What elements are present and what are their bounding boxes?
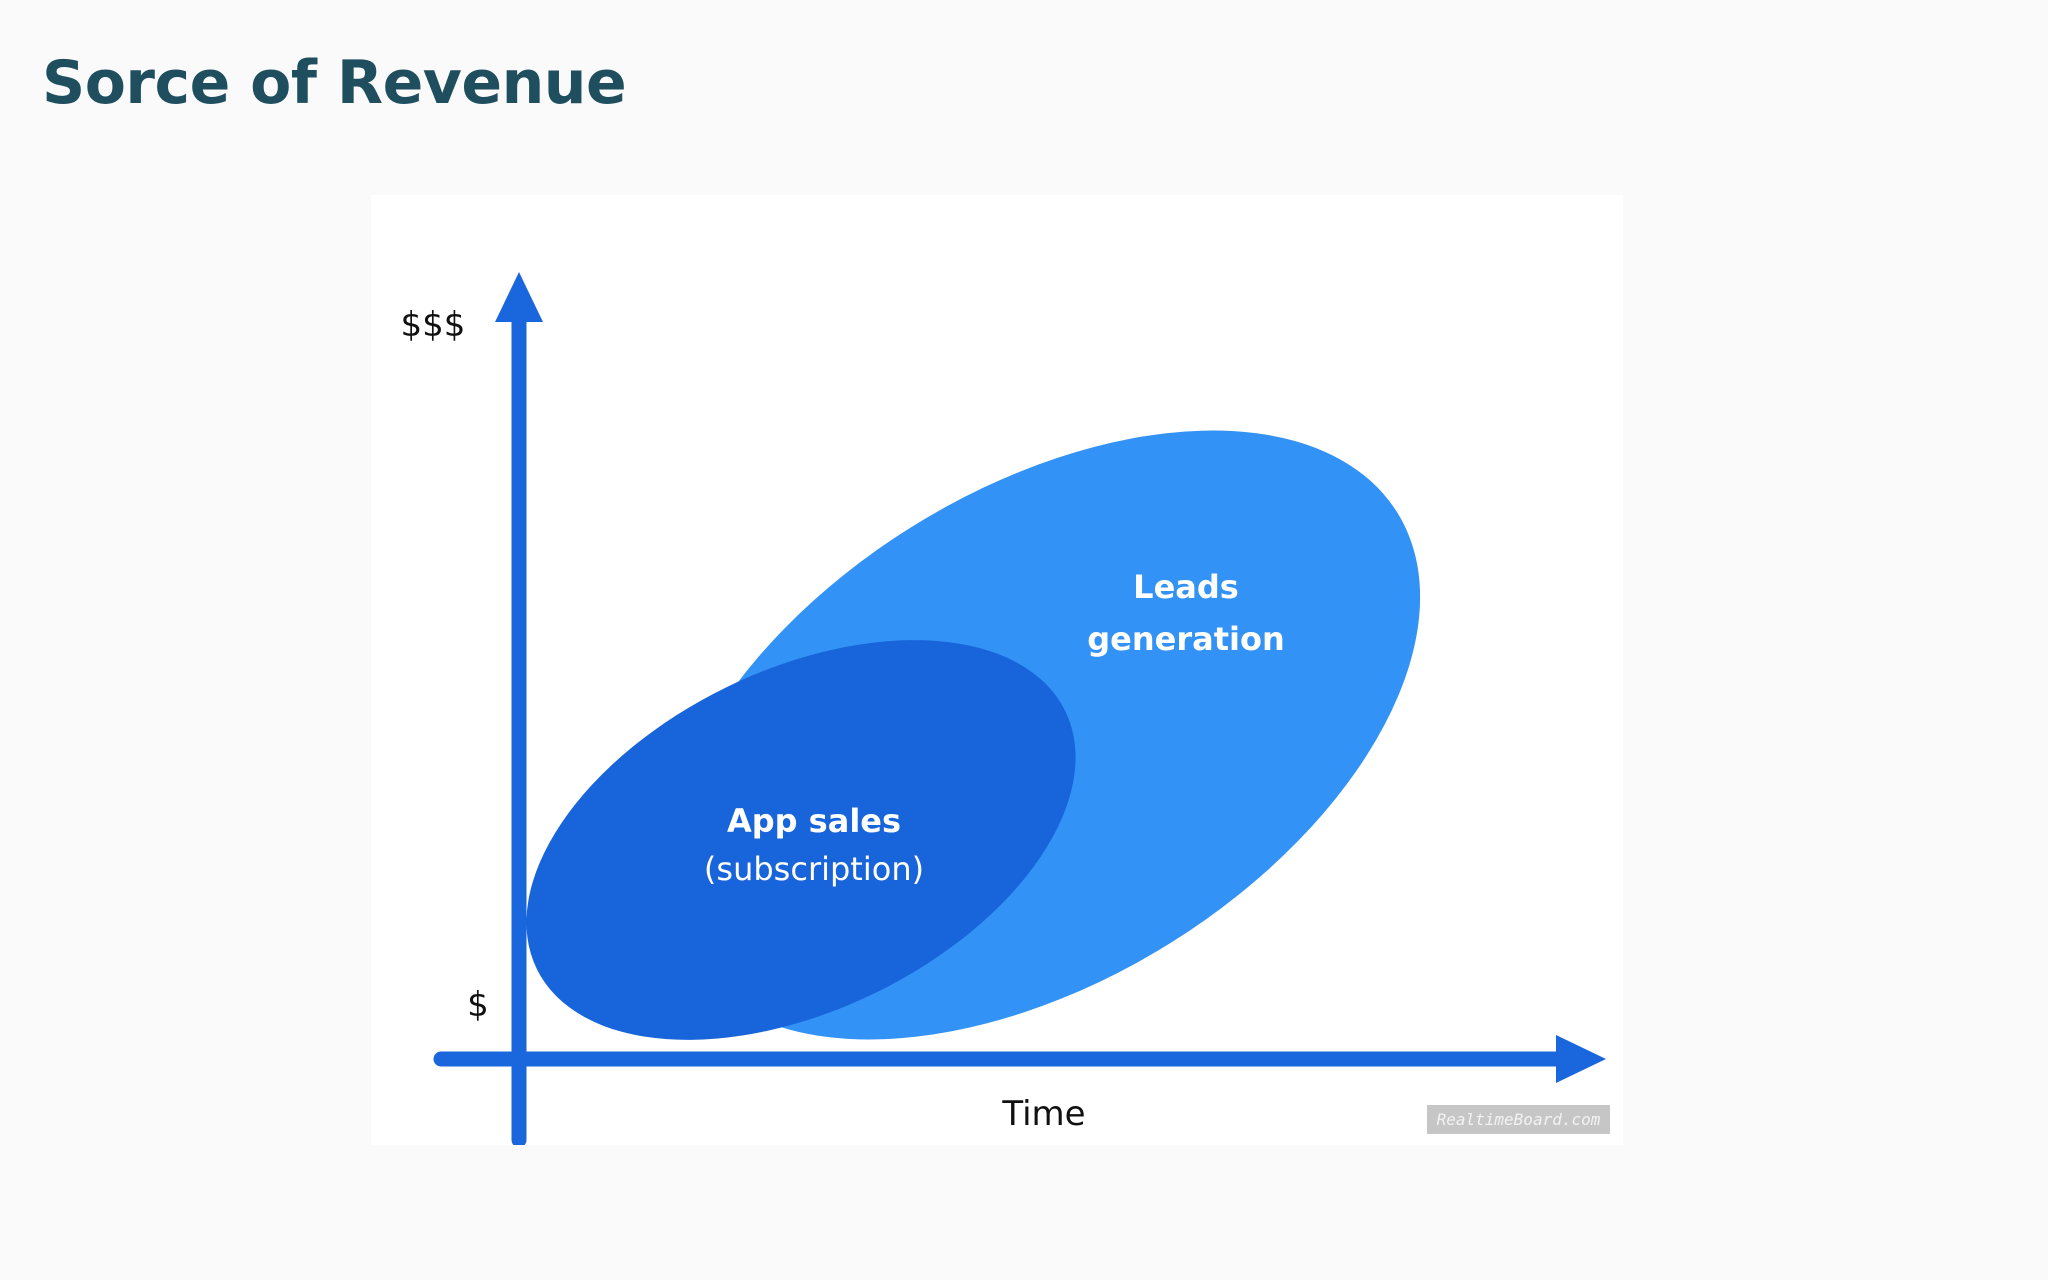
revenue-diagram-canvas: $$$ $ Time Leads generation App sales (s… [401,272,1606,1145]
app-sales-region [526,640,1076,1040]
leads-generation-label-line-1: Leads [1133,568,1239,606]
y-axis-high-label: $$$ [401,305,466,345]
leads-generation-label-line-2: generation [1087,620,1285,658]
app-sales-label: App sales [727,802,901,840]
revenue-diagram: $$$ $ Time Leads generation App sales (s… [371,195,1623,1145]
watermark-logo: RealtimeBoard.com [1427,1105,1610,1134]
x-axis-arrowhead [1556,1035,1606,1083]
y-axis-arrowhead [495,272,543,322]
x-axis-label: Time [1001,1094,1085,1134]
page-title: Sorce of Revenue [42,48,627,118]
app-sales-subscription-label: (subscription) [704,850,924,888]
y-axis-low-label: $ [467,985,489,1025]
